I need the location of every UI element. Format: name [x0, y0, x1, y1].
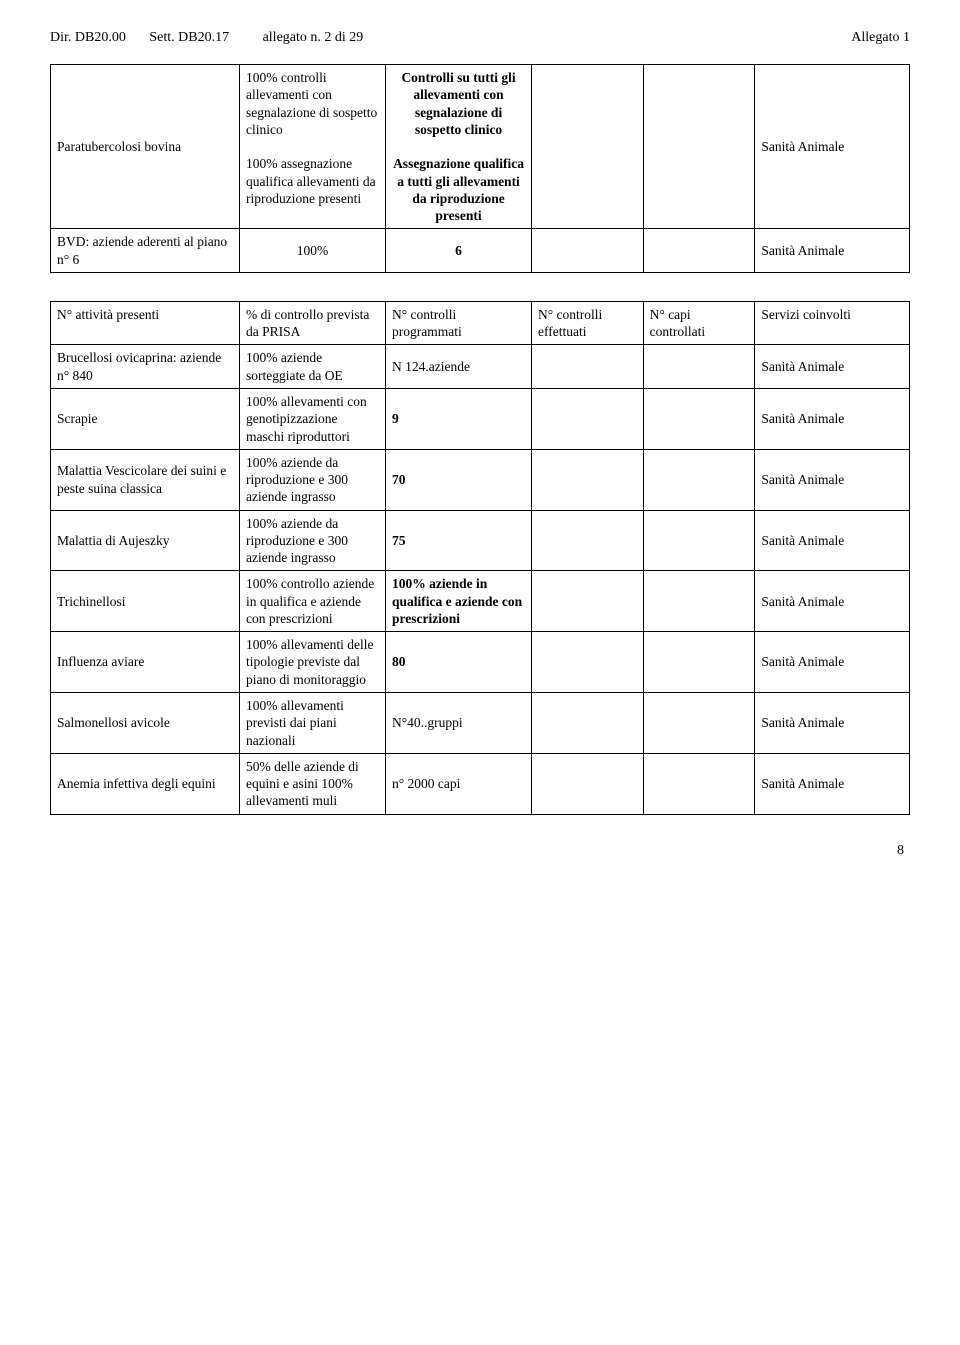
cell-activity: Anemia infettiva degli equini	[51, 753, 240, 814]
cell-servizi: Sanità Animale	[755, 632, 910, 693]
cell-effettuati	[532, 510, 644, 571]
cell-programmed: 70	[386, 449, 532, 510]
cell-effettuati	[532, 571, 644, 632]
cell-activity: Trichinellosi	[51, 571, 240, 632]
table-top: Paratubercolosi bovina 100% controlli al…	[50, 64, 910, 273]
cell-activity: BVD: aziende aderenti al piano n° 6	[51, 229, 240, 273]
cell-activity: Influenza aviare	[51, 632, 240, 693]
cell-effettuati	[532, 692, 644, 753]
cell-percent: 100% aziende sorteggiate da OE	[239, 345, 385, 389]
cell-programmed: 6	[386, 229, 532, 273]
cell-percent: 100%	[239, 229, 385, 273]
cell-programmed: 9	[386, 388, 532, 449]
cell-programmed: N 124.aziende	[386, 345, 532, 389]
th-capi: N° capi controllati	[643, 301, 755, 345]
cell-percent: 100% aziende da riproduzione e 300 azien…	[239, 510, 385, 571]
cell-programmed: N°40..gruppi	[386, 692, 532, 753]
table-row: Anemia infettiva degli equini 50% delle …	[51, 753, 910, 814]
th-effettuati: N° controlli effettuati	[532, 301, 644, 345]
cell-activity: Brucellosi ovicaprina: aziende n° 840	[51, 345, 240, 389]
cell-percent: 100% controlli allevamenti con segnalazi…	[239, 65, 385, 229]
table-row: Paratubercolosi bovina 100% controlli al…	[51, 65, 910, 229]
cell-capi	[643, 65, 755, 229]
cell-activity: Malattia Vescicolare dei suini e peste s…	[51, 449, 240, 510]
cell-programmed: 80	[386, 632, 532, 693]
th-programmed: N° controlli programmati	[386, 301, 532, 345]
cell-percent: 100% allevamenti previsti dai piani nazi…	[239, 692, 385, 753]
th-percent: % di controllo prevista da PRISA	[239, 301, 385, 345]
cell-servizi: Sanità Animale	[755, 449, 910, 510]
cell-effettuati	[532, 632, 644, 693]
table-row: Malattia di Aujeszky 100% aziende da rip…	[51, 510, 910, 571]
cell-effettuati	[532, 449, 644, 510]
cell-programmed: 100% aziende in qualifica e aziende con …	[386, 571, 532, 632]
cell-effettuati	[532, 65, 644, 229]
table-row: Brucellosi ovicaprina: aziende n° 840 10…	[51, 345, 910, 389]
cell-activity: Malattia di Aujeszky	[51, 510, 240, 571]
table-row: BVD: aziende aderenti al piano n° 6 100%…	[51, 229, 910, 273]
cell-servizi: Sanità Animale	[755, 229, 910, 273]
cell-percent: 50% delle aziende di equini e asini 100%…	[239, 753, 385, 814]
header-dir: Dir. DB20.00	[50, 30, 126, 46]
cell-servizi: Sanità Animale	[755, 753, 910, 814]
cell-percent: 100% aziende da riproduzione e 300 azien…	[239, 449, 385, 510]
th-activity: N° attività presenti	[51, 301, 240, 345]
table-main: N° attività presenti % di controllo prev…	[50, 301, 910, 815]
header-allegato-n: allegato n. 2 di 29	[263, 30, 364, 46]
table-row: Scrapie 100% allevamenti con genotipizza…	[51, 388, 910, 449]
cell-capi	[643, 388, 755, 449]
cell-servizi: Sanità Animale	[755, 692, 910, 753]
cell-servizi: Sanità Animale	[755, 571, 910, 632]
cell-capi	[643, 449, 755, 510]
cell-percent: 100% controllo aziende in qualifica e az…	[239, 571, 385, 632]
cell-activity: Paratubercolosi bovina	[51, 65, 240, 229]
cell-capi	[643, 510, 755, 571]
cell-capi	[643, 345, 755, 389]
cell-effettuati	[532, 753, 644, 814]
table-row: Influenza aviare 100% allevamenti delle …	[51, 632, 910, 693]
cell-percent: 100% allevamenti con genotipizzazione ma…	[239, 388, 385, 449]
cell-activity: Salmonellosi avicole	[51, 692, 240, 753]
th-servizi: Servizi coinvolti	[755, 301, 910, 345]
cell-programmed: n° 2000 capi	[386, 753, 532, 814]
page-number: 8	[50, 843, 910, 859]
cell-capi	[643, 571, 755, 632]
cell-percent: 100% allevamenti delle tipologie previst…	[239, 632, 385, 693]
cell-servizi: Sanità Animale	[755, 510, 910, 571]
cell-activity: Scrapie	[51, 388, 240, 449]
cell-capi	[643, 632, 755, 693]
table-header-row: N° attività presenti % di controllo prev…	[51, 301, 910, 345]
cell-servizi: Sanità Animale	[755, 388, 910, 449]
cell-effettuati	[532, 229, 644, 273]
header-allegato: Allegato 1	[851, 30, 910, 46]
cell-effettuati	[532, 345, 644, 389]
cell-capi	[643, 692, 755, 753]
table-row: Trichinellosi 100% controllo aziende in …	[51, 571, 910, 632]
header-sett: Sett. DB20.17	[149, 30, 229, 46]
page-header: Dir. DB20.00 Sett. DB20.17 allegato n. 2…	[50, 30, 910, 46]
cell-servizi: Sanità Animale	[755, 65, 910, 229]
cell-programmed: Controlli su tutti gli allevamenti con s…	[386, 65, 532, 229]
table-row: Malattia Vescicolare dei suini e peste s…	[51, 449, 910, 510]
cell-capi	[643, 753, 755, 814]
cell-servizi: Sanità Animale	[755, 345, 910, 389]
table-row: Salmonellosi avicole 100% allevamenti pr…	[51, 692, 910, 753]
cell-programmed: 75	[386, 510, 532, 571]
cell-capi	[643, 229, 755, 273]
cell-effettuati	[532, 388, 644, 449]
